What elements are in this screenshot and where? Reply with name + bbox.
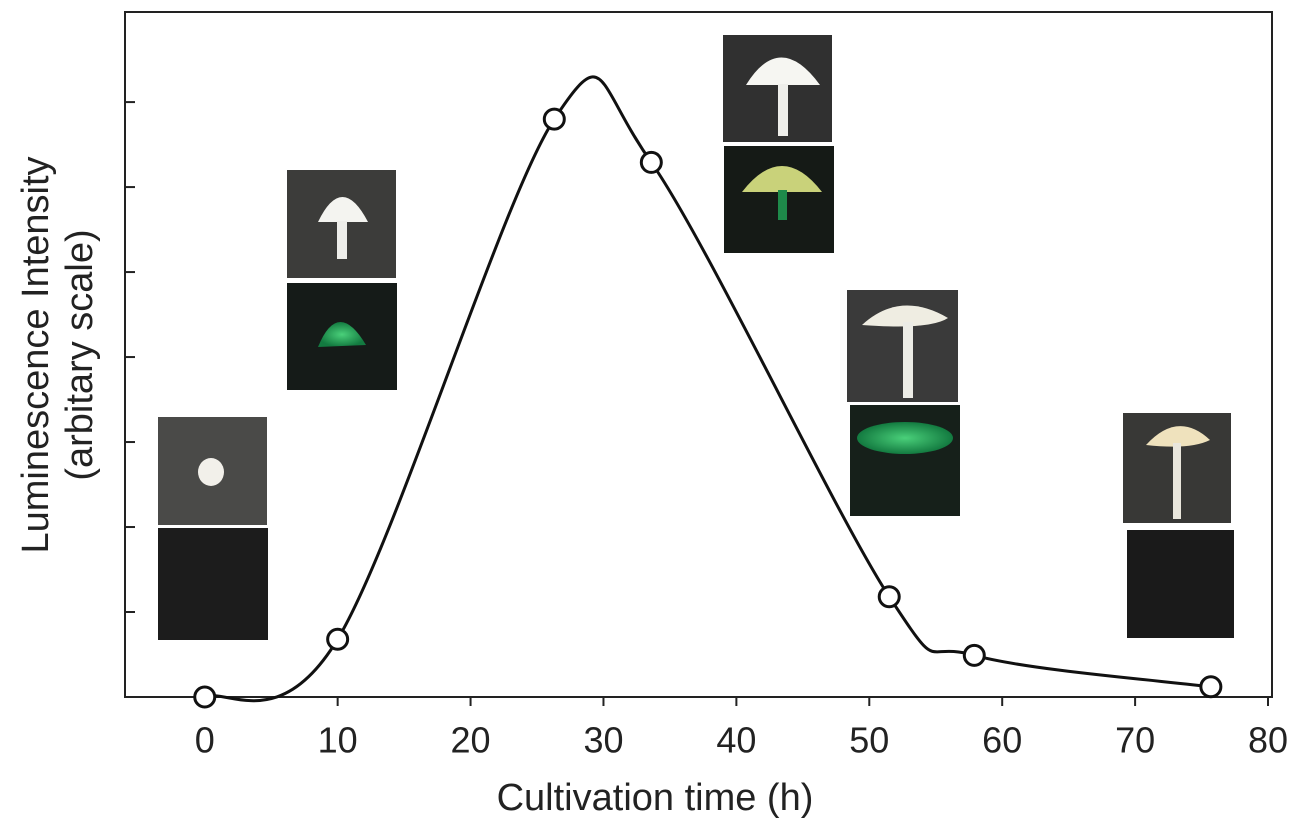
marker — [1199, 675, 1223, 699]
x-tick-label: 60 — [982, 720, 1022, 761]
marker — [639, 150, 663, 174]
marker — [962, 643, 986, 667]
x-tick-label: 80 — [1248, 720, 1288, 761]
x-tick-label: 0 — [195, 720, 215, 761]
photo — [1127, 530, 1234, 638]
photo — [850, 405, 960, 516]
marker — [877, 585, 901, 609]
mushroom — [198, 458, 224, 486]
x-axis-label: Cultivation time (h) — [497, 777, 814, 819]
x-tick-label: 20 — [451, 720, 491, 761]
mushroom — [337, 221, 347, 259]
mushroom — [1146, 426, 1210, 447]
mushroom — [746, 57, 820, 85]
mushroom — [1173, 443, 1181, 519]
marker — [193, 685, 217, 709]
x-tick-label: 50 — [849, 720, 889, 761]
x-tick-label: 10 — [318, 720, 358, 761]
x-tick-label: 40 — [716, 720, 756, 761]
glow — [778, 190, 787, 220]
marker — [326, 627, 350, 651]
x-tick-label: 70 — [1115, 720, 1155, 761]
mushroom — [318, 197, 368, 222]
y-axis-label: Luminescence Intensity — [15, 156, 57, 553]
mushroom — [862, 305, 948, 327]
glow — [742, 166, 822, 192]
mushroom — [903, 322, 913, 398]
x-tick-label: 30 — [583, 720, 623, 761]
y-axis-label: (arbitary scale) — [59, 229, 101, 480]
marker — [542, 107, 566, 131]
photos — [158, 35, 1234, 640]
plot-frame — [124, 11, 1273, 698]
glow — [857, 422, 953, 454]
glow — [318, 321, 366, 347]
mushroom — [778, 84, 788, 136]
photo — [158, 528, 268, 640]
photo — [723, 35, 832, 142]
